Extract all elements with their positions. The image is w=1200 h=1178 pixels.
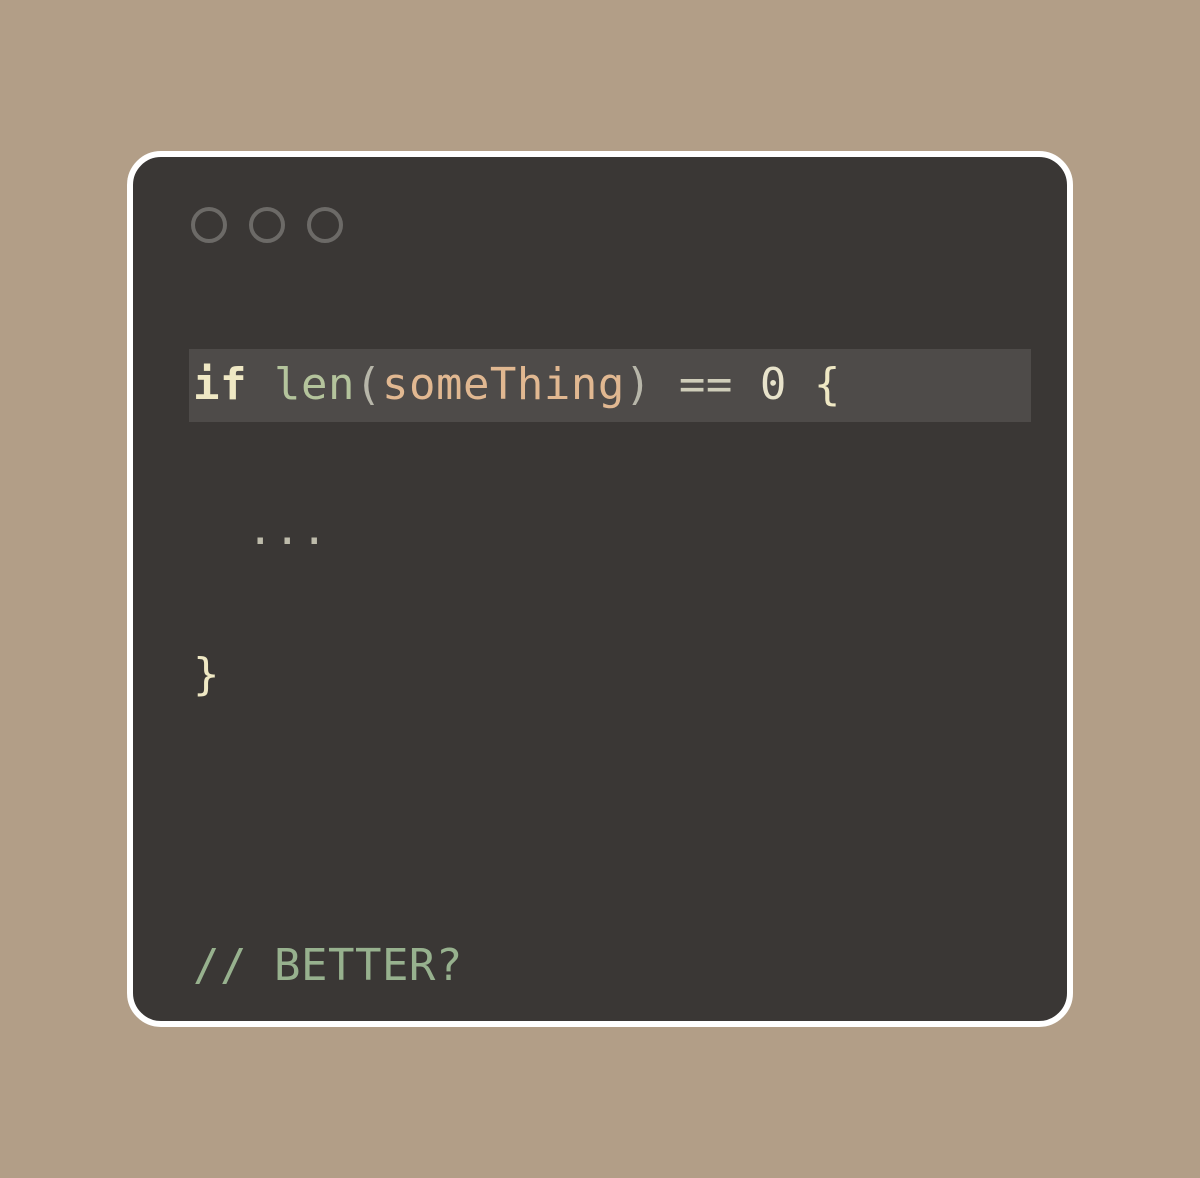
- token-dots: ...: [247, 504, 328, 555]
- code-line: ...: [189, 494, 1031, 567]
- code-editor: if len(someThing) == 0 { ... } // BETTER…: [189, 349, 1031, 1027]
- code-line: // BETTER?: [189, 930, 1031, 1003]
- token-pn: (: [355, 359, 382, 410]
- token-cmtxt: BETTER?: [274, 940, 463, 991]
- code-line: [189, 785, 1031, 858]
- token-pn: [247, 359, 274, 410]
- token-pn: [733, 359, 760, 410]
- code-line: }: [189, 639, 1031, 712]
- token-cm: //: [193, 940, 274, 991]
- token-br: }: [193, 649, 220, 700]
- token-br: {: [814, 359, 841, 410]
- code-window: if len(someThing) == 0 { ... } // BETTER…: [127, 151, 1073, 1027]
- token-kw: if: [193, 359, 247, 410]
- close-icon[interactable]: [191, 207, 227, 243]
- token-id: someThing: [382, 359, 625, 410]
- token-pn: [193, 504, 247, 555]
- token-fn: len: [274, 359, 355, 410]
- token-pn: ): [625, 359, 652, 410]
- token-pn: [787, 359, 814, 410]
- code-block: if len(someThing) == 0 { ... } // BETTER…: [189, 349, 1031, 1027]
- window-titlebar: [133, 157, 1067, 243]
- token-op: ==: [679, 359, 733, 410]
- token-num: 0: [760, 359, 787, 410]
- maximize-icon[interactable]: [307, 207, 343, 243]
- token-pn: [193, 795, 220, 846]
- minimize-icon[interactable]: [249, 207, 285, 243]
- code-line: if len(someThing) == 0 {: [189, 349, 1031, 422]
- token-pn: [652, 359, 679, 410]
